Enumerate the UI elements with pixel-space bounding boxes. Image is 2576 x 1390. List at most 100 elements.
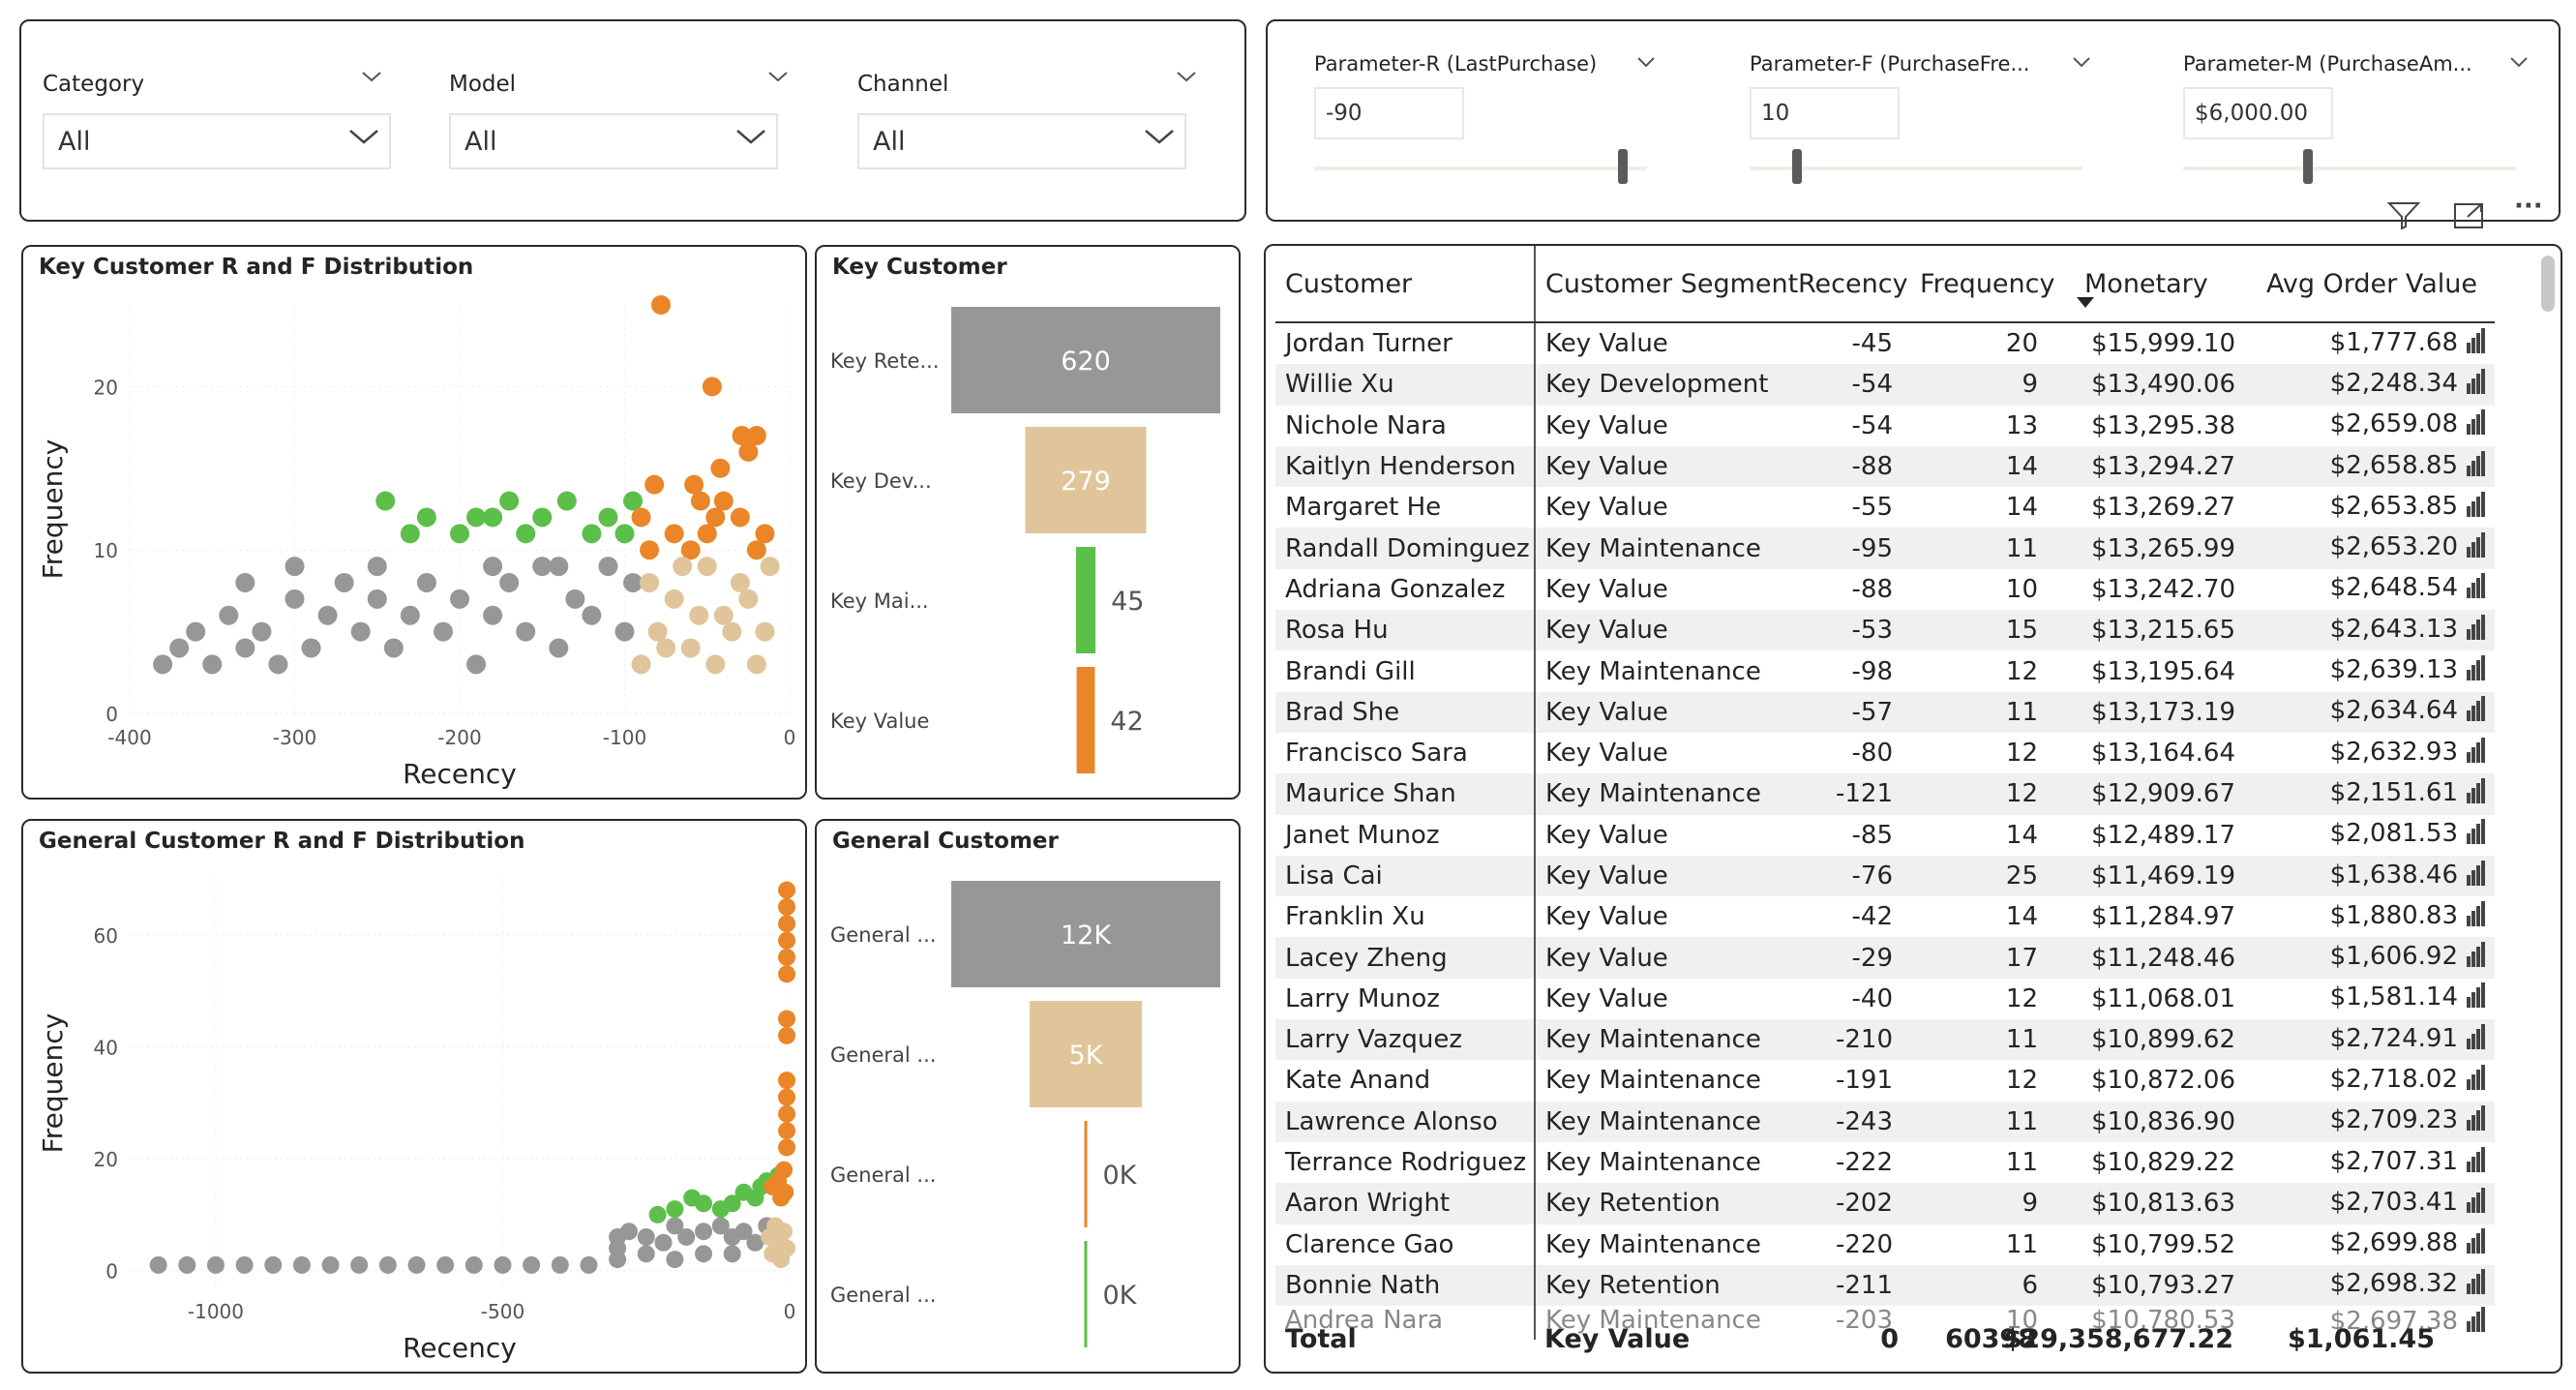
funnel-bar[interactable] <box>1076 667 1095 773</box>
funnel-bar[interactable] <box>951 881 1220 987</box>
scatter-point[interactable] <box>400 524 420 544</box>
scatter-point[interactable] <box>367 589 387 609</box>
scatter-point[interactable] <box>556 491 577 511</box>
scatter-point[interactable] <box>695 1223 713 1241</box>
scatter-point[interactable] <box>730 572 750 592</box>
table-scrollbar[interactable] <box>2541 256 2555 312</box>
scatter-point[interactable] <box>523 1255 541 1274</box>
column-header[interactable]: Monetary <box>2055 246 2253 323</box>
customer-table[interactable]: Customer Customer Segment Recency Frequency… <box>1275 246 2495 1367</box>
scatter-point[interactable] <box>516 621 536 642</box>
scatter-point[interactable] <box>761 1227 779 1246</box>
scatter-point[interactable] <box>532 557 553 577</box>
scatter-point[interactable] <box>664 524 684 544</box>
column-header[interactable]: Customer Segment <box>1534 246 1798 323</box>
general-scatter-chart[interactable]: 0 20 40 60 -1000 -500 0 Recency Frequency <box>23 865 805 1369</box>
scatter-point[interactable] <box>450 589 469 609</box>
funnel-bar[interactable] <box>1084 1121 1088 1227</box>
table-row[interactable]: Rosa Hu Key Value -53 15 $13,215.65 $2,643.13 <box>1275 610 2495 651</box>
scatter-point[interactable] <box>772 1189 791 1207</box>
scatter-point[interactable] <box>614 621 635 642</box>
scatter-point[interactable] <box>746 426 766 446</box>
funnel-bar[interactable] <box>1025 427 1147 533</box>
table-row[interactable]: Clarence Gao Key Maintenance -220 11 $10,799… <box>1275 1224 2495 1265</box>
scatter-point[interactable] <box>350 1255 369 1274</box>
scatter-point[interactable] <box>778 1010 796 1028</box>
scatter-point[interactable] <box>702 377 722 397</box>
table-row[interactable]: Lisa Cai Key Value -76 25 $11,469.19 $1,638.4… <box>1275 855 2495 897</box>
scatter-point[interactable] <box>614 524 635 544</box>
channel-dropdown[interactable]: All <box>857 113 1186 169</box>
table-row[interactable]: Terrance Rodriguez Key Maintenance -222 11 $… <box>1275 1141 2495 1184</box>
table-row[interactable]: Janet Munoz Key Value -85 14 $12,489.17 $2,08… <box>1275 814 2495 856</box>
scatter-point[interactable] <box>778 1104 796 1123</box>
scatter-point[interactable] <box>746 654 766 675</box>
funnel-bar[interactable] <box>1075 547 1096 653</box>
scatter-point[interactable] <box>637 1227 655 1246</box>
scatter-point[interactable] <box>494 1255 512 1274</box>
scatter-point[interactable] <box>640 572 660 592</box>
scatter-point[interactable] <box>640 540 660 560</box>
scatter-point[interactable] <box>666 1217 684 1235</box>
chevron-down-icon[interactable] <box>360 66 383 90</box>
scatter-point[interactable] <box>644 474 665 495</box>
scatter-point[interactable] <box>264 1255 283 1274</box>
scatter-point[interactable] <box>466 507 487 528</box>
scatter-point[interactable] <box>755 524 775 544</box>
scatter-point[interactable] <box>433 621 453 642</box>
scatter-point[interactable] <box>186 621 206 642</box>
parameter-m-slider-track[interactable] <box>2183 166 2516 170</box>
table-row[interactable]: Francisco Sara Key Value -80 12 $13,164.64 $2… <box>1275 732 2495 774</box>
scatter-point[interactable] <box>778 1026 796 1044</box>
scatter-point[interactable] <box>666 1200 684 1219</box>
scatter-point[interactable] <box>697 557 717 577</box>
scatter-point[interactable] <box>235 1255 254 1274</box>
scatter-point[interactable] <box>383 638 404 658</box>
parameter-m-slider-thumb[interactable] <box>2303 149 2313 184</box>
table-row[interactable]: Andrea Nara Key Maintenance -203 10 $10,780.… <box>1275 1306 2495 1341</box>
scatter-point[interactable] <box>746 540 766 560</box>
focus-mode-icon[interactable] <box>2452 199 2487 237</box>
scatter-point[interactable] <box>666 1251 684 1269</box>
scatter-point[interactable] <box>202 654 223 675</box>
scatter-point[interactable] <box>778 881 796 899</box>
scatter-point[interactable] <box>551 1255 569 1274</box>
scatter-point[interactable] <box>755 621 775 642</box>
scatter-point[interactable] <box>738 589 759 609</box>
scatter-point[interactable] <box>778 948 796 966</box>
scatter-point[interactable] <box>252 621 272 642</box>
scatter-point[interactable] <box>723 1245 741 1263</box>
scatter-point[interactable] <box>582 524 602 544</box>
scatter-point[interactable] <box>734 1223 753 1241</box>
scatter-point[interactable] <box>697 524 717 544</box>
scatter-point[interactable] <box>334 572 354 592</box>
funnel-bar[interactable] <box>1084 1241 1088 1347</box>
scatter-point[interactable] <box>483 507 503 528</box>
scatter-point[interactable] <box>738 441 759 462</box>
scatter-point[interactable] <box>689 605 709 625</box>
scatter-point[interactable] <box>623 491 644 511</box>
chevron-down-icon[interactable] <box>2071 54 2092 73</box>
scatter-point[interactable] <box>268 654 288 675</box>
scatter-point[interactable] <box>483 605 503 625</box>
key-scatter-chart[interactable]: 0 10 20 -400 -300 -200 -100 0 Recency Frequency <box>23 291 805 795</box>
scatter-point[interactable] <box>631 507 651 528</box>
sort-descending-icon[interactable] <box>2077 297 2094 308</box>
scatter-point[interactable] <box>378 1255 397 1274</box>
scatter-point[interactable] <box>464 1255 483 1274</box>
scatter-point[interactable] <box>654 1233 673 1252</box>
scatter-point[interactable] <box>723 1194 741 1213</box>
scatter-point[interactable] <box>695 1194 713 1213</box>
scatter-point[interactable] <box>730 507 750 528</box>
scatter-point[interactable] <box>580 1255 598 1274</box>
scatter-point[interactable] <box>450 524 469 544</box>
chevron-down-icon[interactable] <box>1175 66 1198 90</box>
parameter-m-input[interactable]: $6,000.00 <box>2183 87 2333 139</box>
scatter-point[interactable] <box>499 491 520 511</box>
table-row[interactable]: Larry Vazquez Key Maintenance -210 11 $10,89… <box>1275 1019 2495 1061</box>
scatter-point[interactable] <box>169 638 190 658</box>
scatter-point[interactable] <box>321 1255 340 1274</box>
scatter-point[interactable] <box>713 605 734 625</box>
table-row[interactable]: Brad She Key Value -57 11 $13,173.19 $2,634.6… <box>1275 691 2495 733</box>
scatter-point[interactable] <box>598 507 618 528</box>
